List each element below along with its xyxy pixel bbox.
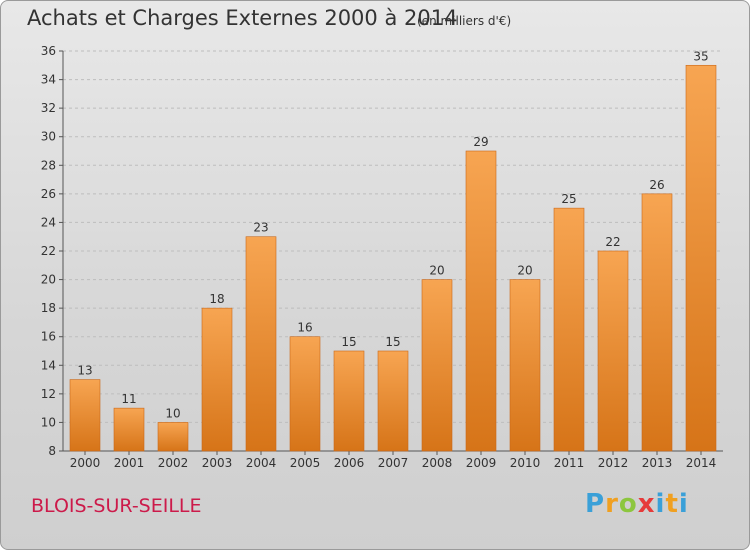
logo-letter: o bbox=[618, 489, 638, 519]
value-label-2004: 23 bbox=[253, 221, 268, 235]
value-label-2009: 29 bbox=[473, 135, 488, 149]
bar-2002[interactable] bbox=[157, 422, 189, 452]
y-tick-label: 22 bbox=[41, 244, 56, 258]
bar-2014[interactable] bbox=[685, 64, 717, 452]
bar-2010[interactable] bbox=[509, 279, 541, 452]
value-label-2005: 16 bbox=[297, 321, 312, 335]
bar-2011[interactable] bbox=[553, 207, 585, 452]
value-label-2006: 15 bbox=[341, 335, 356, 349]
x-tick-label-2007: 2007 bbox=[378, 456, 409, 470]
x-tick-label-2004: 2004 bbox=[246, 456, 277, 470]
value-label-2013: 26 bbox=[649, 178, 664, 192]
x-tick-label-2002: 2002 bbox=[158, 456, 189, 470]
y-tick-label: 12 bbox=[41, 387, 56, 401]
x-tick-label-2005: 2005 bbox=[290, 456, 321, 470]
x-tick-label-2001: 2001 bbox=[114, 456, 145, 470]
value-label-2003: 18 bbox=[209, 292, 224, 306]
x-tick-label-2011: 2011 bbox=[554, 456, 585, 470]
logo-letter: t bbox=[665, 489, 679, 519]
y-tick-label: 36 bbox=[41, 44, 56, 58]
logo-letter: i bbox=[655, 489, 666, 519]
bar-2001[interactable] bbox=[113, 407, 145, 452]
value-label-2012: 22 bbox=[605, 235, 620, 249]
bar-2007[interactable] bbox=[377, 350, 409, 452]
logo-letter: x bbox=[637, 489, 656, 519]
value-label-2007: 15 bbox=[385, 335, 400, 349]
bar-2004[interactable] bbox=[245, 236, 277, 452]
y-tick-label: 32 bbox=[41, 101, 56, 115]
y-tick-label: 8 bbox=[48, 444, 56, 458]
x-tick-label-2013: 2013 bbox=[642, 456, 673, 470]
bar-2012[interactable] bbox=[597, 250, 629, 452]
x-tick-label-2010: 2010 bbox=[510, 456, 541, 470]
bar-2009[interactable] bbox=[465, 150, 497, 452]
value-label-2002: 10 bbox=[165, 406, 180, 420]
bar-2008[interactable] bbox=[421, 279, 453, 452]
logo-letter: r bbox=[605, 489, 619, 519]
bar-2003[interactable] bbox=[201, 307, 233, 452]
proxiti-logo[interactable]: Proxiti bbox=[585, 489, 689, 519]
y-tick-label: 16 bbox=[41, 330, 56, 344]
x-tick-label-2000: 2000 bbox=[70, 456, 101, 470]
y-tick-label: 20 bbox=[41, 273, 56, 287]
y-tick-label: 34 bbox=[41, 73, 56, 87]
value-label-2000: 13 bbox=[77, 364, 92, 378]
place-name: BLOIS-SUR-SEILLE bbox=[31, 495, 202, 517]
x-tick-label-2014: 2014 bbox=[686, 456, 717, 470]
logo-letter: i bbox=[678, 489, 689, 519]
y-tick-label: 24 bbox=[41, 215, 56, 229]
y-tick-label: 26 bbox=[41, 187, 56, 201]
x-tick-label-2009: 2009 bbox=[466, 456, 497, 470]
y-tick-label: 10 bbox=[41, 415, 56, 429]
y-tick-label: 14 bbox=[41, 358, 56, 372]
y-tick-label: 18 bbox=[41, 301, 56, 315]
value-label-2014: 35 bbox=[693, 49, 708, 63]
labels: 8 10 12 14 16 18 20 22 24 26 28 30 32 34 36 13 2000 11 200… bbox=[41, 44, 717, 470]
bars bbox=[69, 64, 717, 452]
chart-subtitle: (en milliers d'€) bbox=[417, 14, 512, 28]
x-tick-label-2003: 2003 bbox=[202, 456, 233, 470]
y-tick-label: 28 bbox=[41, 158, 56, 172]
bar-2013[interactable] bbox=[641, 193, 673, 452]
value-label-2011: 25 bbox=[561, 192, 576, 206]
x-tick-label-2008: 2008 bbox=[422, 456, 453, 470]
value-label-2001: 11 bbox=[121, 392, 136, 406]
bar-2005[interactable] bbox=[289, 336, 321, 452]
bar-2000[interactable] bbox=[69, 379, 101, 452]
logo-letter: P bbox=[585, 489, 606, 519]
value-label-2008: 20 bbox=[429, 264, 444, 278]
value-label-2010: 20 bbox=[517, 264, 532, 278]
chart-title: Achats et Charges Externes 2000 à 2014 bbox=[27, 6, 458, 30]
y-tick-label: 30 bbox=[41, 130, 56, 144]
bar-2006[interactable] bbox=[333, 350, 365, 452]
x-tick-label-2012: 2012 bbox=[598, 456, 629, 470]
x-tick-label-2006: 2006 bbox=[334, 456, 365, 470]
